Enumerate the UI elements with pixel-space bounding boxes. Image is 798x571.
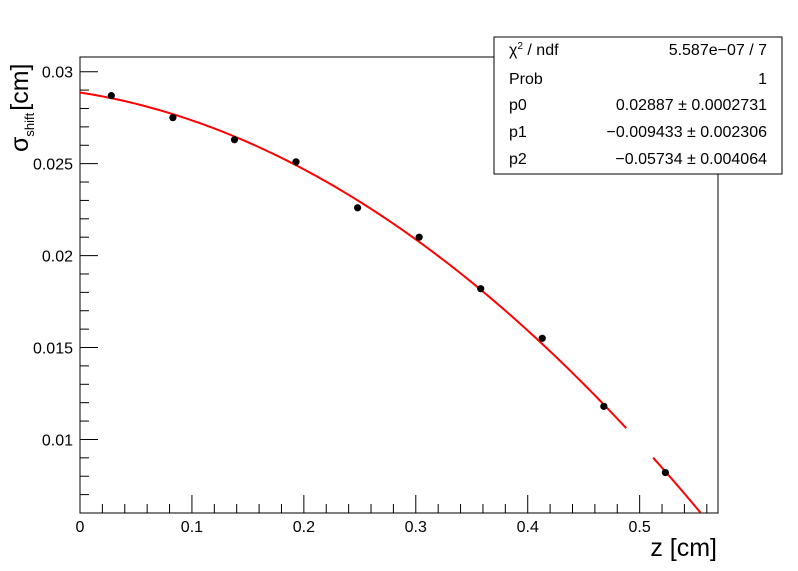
data-point [230, 136, 239, 144]
data-point [415, 233, 423, 241]
x-tick-label: 0.2 [293, 519, 315, 536]
data-points [107, 92, 669, 477]
y-tick-label: 0.02 [42, 249, 73, 266]
x-tick-label: 0 [76, 519, 85, 536]
stat-label-chi2ndf: χ2 / ndf [509, 41, 559, 59]
x-axis-title: z [cm] [650, 534, 717, 562]
stat-label-p1: p1 [509, 124, 527, 141]
y-tick-label: 0.025 [33, 157, 73, 174]
data-point [107, 92, 115, 100]
x-tick-label: 0.1 [181, 519, 203, 536]
stat-label-p0: p0 [509, 97, 527, 114]
stat-value-p0: 0.02887 ± 0.0002731 [616, 97, 767, 114]
plot-frame [79, 56, 719, 514]
y-tick-label: 0.01 [42, 432, 73, 449]
y-axis-tick-labels: 0.01 0.015 0.02 0.025 0.03 [33, 65, 73, 450]
y-axis-ticks [80, 71, 98, 514]
fit-stats-box: χ2 / ndf 5.587e−07 / 7 Prob 1 p0 0.02887… [493, 36, 783, 175]
y-axis-title-sub: shift [22, 112, 37, 136]
stat-value-prob: 1 [758, 71, 767, 88]
data-point [538, 334, 546, 342]
stat-value-p2: −0.05734 ± 0.004064 [615, 151, 767, 168]
y-axis-title-main: σ [6, 136, 34, 152]
stat-value-p1: −0.009433 ± 0.002306 [607, 124, 768, 141]
y-axis-title: σshift[cm] [6, 64, 37, 153]
fit-curve [79, 91, 702, 514]
fit-curve-segment [79, 91, 627, 429]
stat-label-p2: p2 [509, 151, 527, 168]
x-tick-label: 0.5 [629, 519, 651, 536]
x-axis-ticks [79, 495, 708, 513]
y-tick-label: 0.03 [42, 65, 73, 82]
fit-curve-segment [652, 457, 702, 514]
data-point [292, 158, 300, 166]
stat-value-chi2ndf: 5.587e−07 / 7 [669, 42, 767, 59]
x-tick-label: 0.4 [517, 519, 539, 536]
data-point [353, 204, 362, 212]
x-axis-tick-labels: 0 0.1 0.2 0.3 0.4 0.5 [76, 519, 651, 536]
svg-text:σshift[cm]: σshift[cm] [6, 64, 37, 153]
data-point [600, 402, 608, 410]
data-point [661, 468, 669, 477]
y-tick-label: 0.015 [33, 341, 73, 358]
stat-label-prob: Prob [509, 71, 543, 88]
data-point [477, 285, 485, 293]
data-point [169, 114, 177, 122]
y-axis-title-unit: [cm] [6, 64, 34, 111]
x-tick-label: 0.3 [405, 519, 427, 536]
